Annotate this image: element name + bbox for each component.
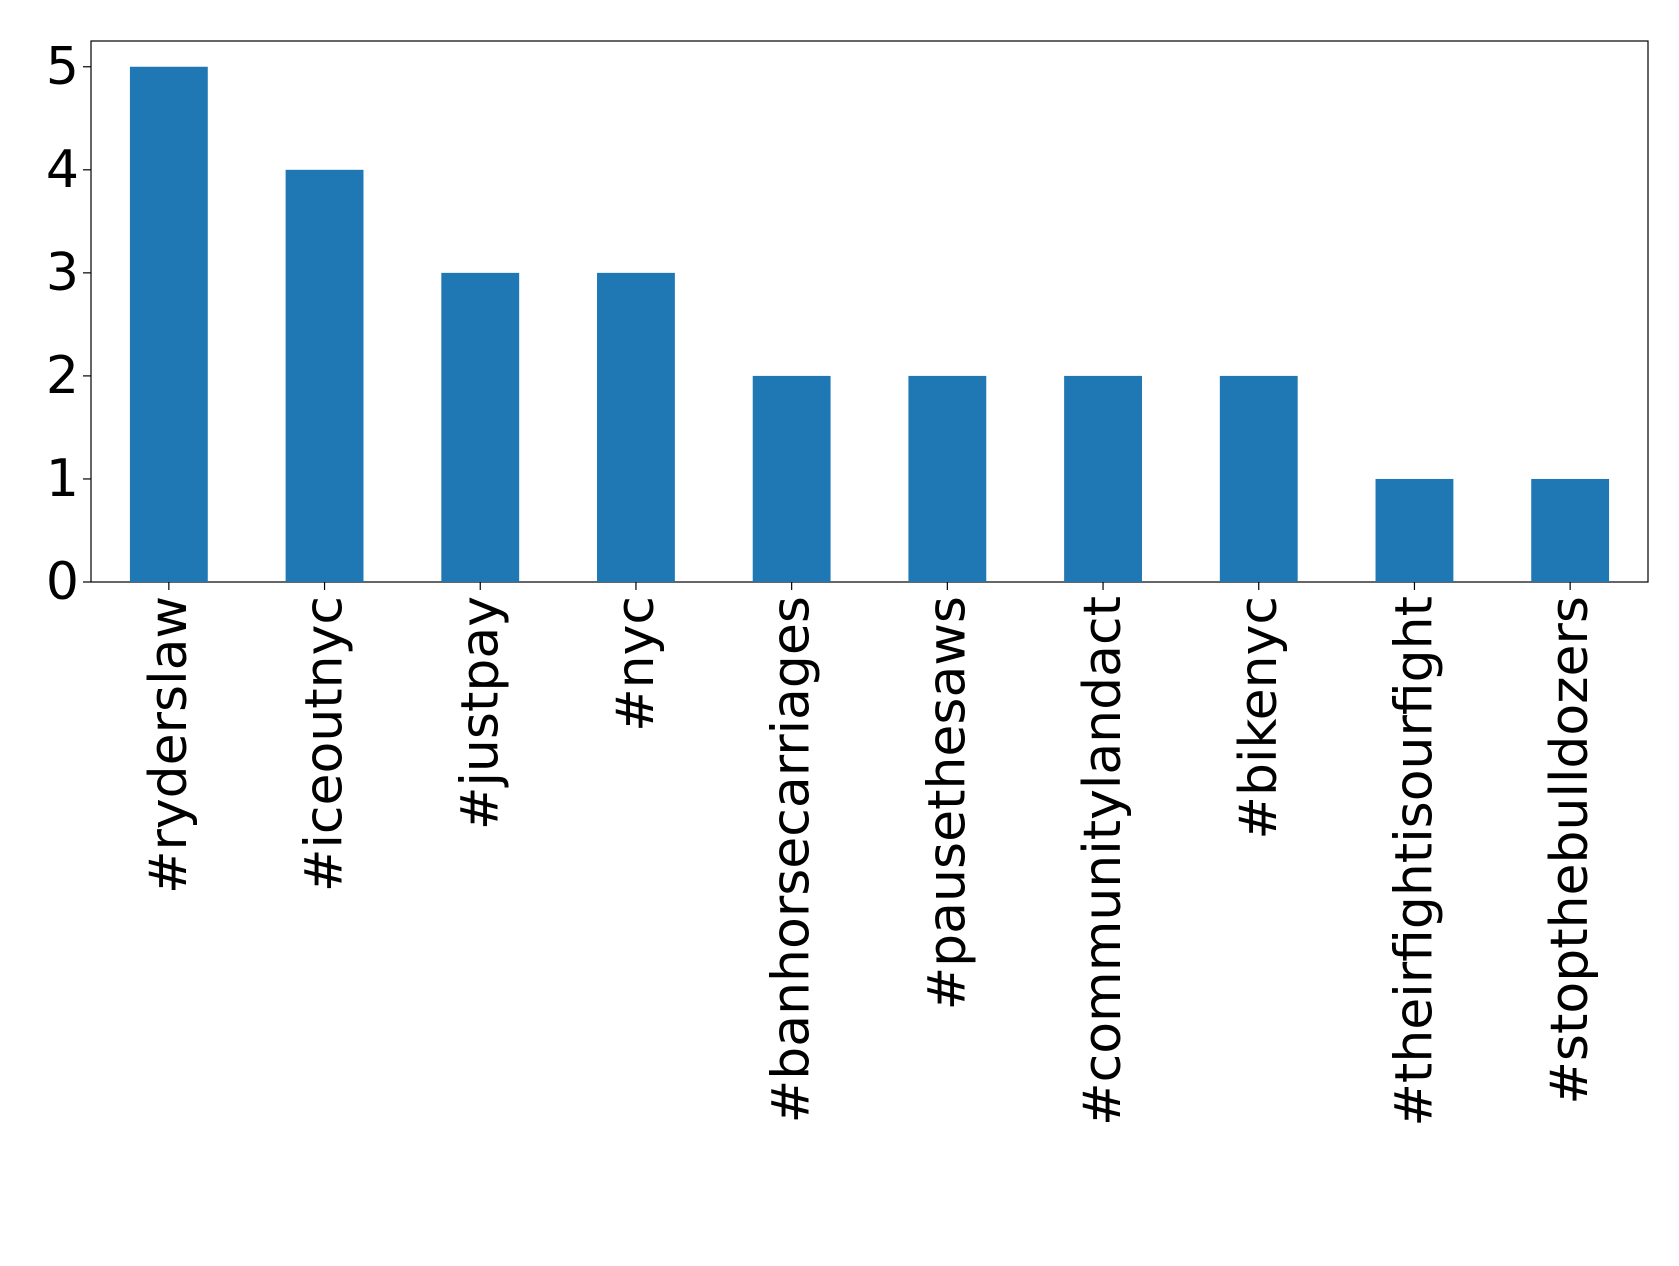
bar [1375, 478, 1454, 582]
x-tick-label: #bikenyc [1229, 596, 1289, 840]
x-tick-label: #nyc [606, 596, 666, 732]
bar [597, 272, 675, 582]
bar [1531, 478, 1610, 582]
bar [1064, 375, 1142, 582]
x-tick-label: #justpay [450, 596, 510, 830]
bar [441, 272, 520, 582]
bar [752, 375, 831, 582]
plot-frame [90, 40, 1649, 583]
bar [129, 66, 208, 582]
bar [908, 375, 987, 582]
y-tick-label: 0 [46, 552, 79, 612]
bar [285, 169, 364, 583]
x-tick-label: #pausethesaws [917, 596, 977, 1010]
y-tick-label: 3 [46, 243, 79, 303]
x-tick-label: #ryderslaw [139, 596, 199, 894]
x-tick-label: #theirfightisourfight [1384, 596, 1444, 1127]
y-tick-label: 5 [46, 37, 79, 97]
x-tick-label: #communitylandact [1073, 596, 1133, 1126]
y-tick-label: 2 [46, 346, 79, 406]
y-tick-label: 4 [46, 140, 79, 200]
bar [1219, 375, 1298, 582]
x-tick-label: #banhorsecarriages [762, 596, 822, 1123]
x-tick-label: #stopthebulldozers [1540, 596, 1600, 1105]
x-tick-label: #iceoutnyc [295, 596, 355, 892]
y-tick-label: 1 [46, 449, 79, 509]
